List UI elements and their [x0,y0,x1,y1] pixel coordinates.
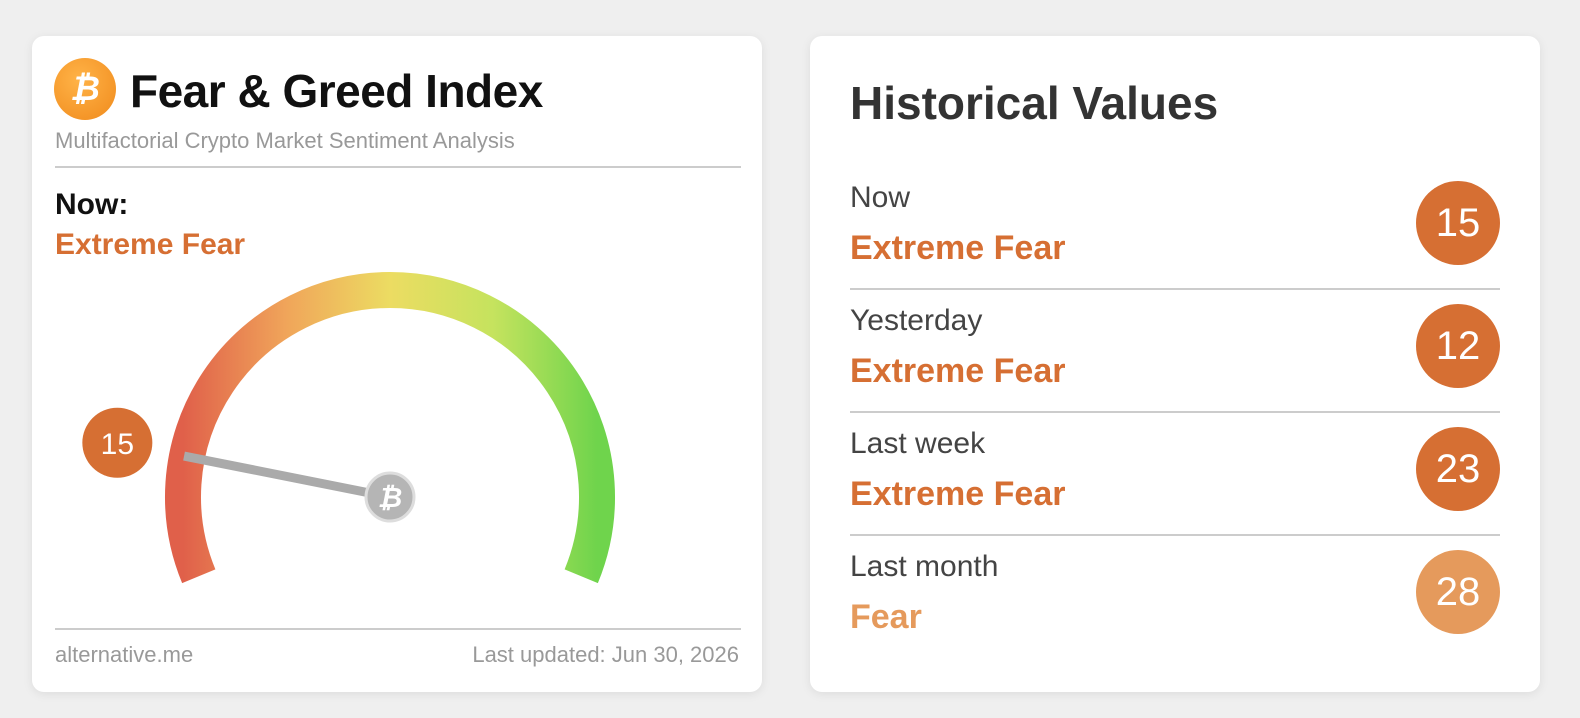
row-classification: Extreme Fear [850,352,1066,390]
source: alternative.me [55,642,194,667]
row-label: Now [850,181,911,214]
card-title: Historical Values [850,77,1219,129]
now-label: Now: [55,188,129,221]
divider [850,411,1500,413]
value-badge [82,407,153,478]
row-classification: Extreme Fear [850,475,1066,513]
gauge-needle [183,451,391,502]
value-badge: 12 [1416,304,1500,388]
row-classification: Extreme Fear [850,229,1066,267]
card-title: Fear & Greed Index [130,65,543,117]
value-badge: 15 [1416,181,1500,265]
value-badge: 28 [1416,550,1500,634]
row-label: Last week [850,427,986,460]
row-label: Yesterday [850,304,983,337]
gauge-card: ₿ Fear & Greed Index Multifactorial Cryp… [32,36,762,692]
value-badge: 23 [1416,427,1500,511]
history-card: Historical Values Now Extreme Fear 15 Yeste… [810,36,1540,692]
now-classification: Extreme Fear [55,228,246,261]
gauge-arc [165,272,615,584]
divider [850,288,1500,290]
row-label: Last month [850,550,999,583]
last-updated: Last updated: Jun 30, 2026 [472,642,739,667]
value-text: 15 [101,428,134,461]
needle-hub [364,471,416,523]
gauge: ₿ 15 [82,272,615,584]
row-classification: Fear [850,598,922,636]
divider [55,166,741,168]
bitcoin-logo: ₿ [54,58,116,120]
divider [55,628,741,630]
divider [850,534,1500,536]
hub-logo: ₿ [378,482,403,513]
card-subtitle: Multifactorial Crypto Market Sentiment A… [55,128,515,153]
